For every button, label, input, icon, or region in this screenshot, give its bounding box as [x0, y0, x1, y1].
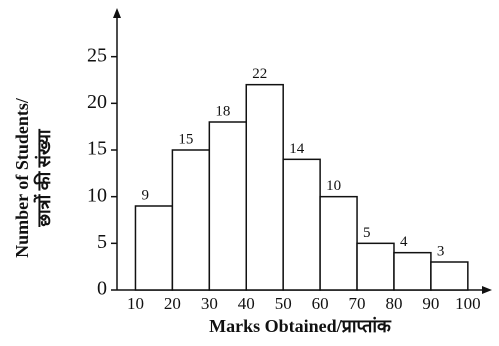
- x-tick-label: 20: [164, 294, 181, 313]
- x-tick-label: 50: [275, 294, 292, 313]
- x-tick-label: 10: [127, 294, 144, 313]
- bar: [134, 205, 174, 291]
- y-axis-label-group: Number of Students/ छात्रों की संख्या: [12, 97, 54, 258]
- x-tick-label: 90: [422, 294, 439, 313]
- bar: [356, 242, 395, 291]
- bar: [319, 195, 358, 291]
- bar: [430, 261, 469, 291]
- y-tick-label: 0: [97, 278, 107, 300]
- value-label: 4: [400, 234, 408, 250]
- bar: [208, 121, 248, 291]
- bar: [171, 149, 211, 291]
- value-label: 18: [215, 103, 230, 119]
- y-axis-label: Number of Students/: [12, 97, 32, 258]
- y-tick-label: 25: [87, 44, 107, 66]
- y-axis-label: छात्रों की संख्या: [33, 128, 54, 228]
- y-axis-arrow: [113, 8, 121, 18]
- value-label: 9: [141, 187, 149, 203]
- y-tick-label: 10: [87, 184, 107, 206]
- x-axis-arrow: [482, 286, 492, 294]
- x-tick-label: 80: [385, 294, 402, 313]
- value-label: 15: [178, 131, 193, 147]
- bar: [393, 251, 432, 291]
- bar: [282, 158, 321, 291]
- y-tick-label: 20: [87, 91, 107, 113]
- bar: [245, 83, 284, 291]
- x-axis-label: Marks Obtained/प्राप्तांक: [209, 316, 392, 336]
- x-tick-label: 40: [238, 294, 255, 313]
- value-label: 22: [252, 66, 267, 82]
- y-tick-label: 15: [87, 138, 107, 160]
- value-label: 10: [326, 178, 341, 194]
- y-tick-label: 5: [97, 231, 107, 253]
- value-label: 5: [363, 225, 371, 241]
- x-tick-label: 60: [312, 294, 329, 313]
- value-label: 14: [289, 141, 305, 157]
- value-label: 3: [437, 243, 445, 259]
- x-tick-label: 100: [455, 294, 481, 313]
- x-tick-label: 30: [201, 294, 218, 313]
- x-tick-label: 70: [349, 294, 366, 313]
